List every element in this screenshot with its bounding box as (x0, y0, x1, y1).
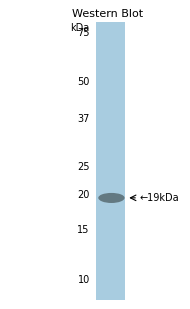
Text: kDa: kDa (70, 23, 90, 33)
Bar (96, 22, 125, 300)
Title: Western Blot: Western Blot (72, 10, 143, 19)
Ellipse shape (98, 193, 125, 203)
Text: 15: 15 (77, 225, 90, 235)
Text: 20: 20 (77, 190, 90, 200)
Text: 75: 75 (77, 28, 90, 38)
Text: ←19kDa: ←19kDa (139, 193, 179, 203)
Text: 25: 25 (77, 162, 90, 172)
Text: 37: 37 (77, 114, 90, 124)
Text: 10: 10 (78, 275, 90, 285)
Text: 50: 50 (77, 77, 90, 87)
